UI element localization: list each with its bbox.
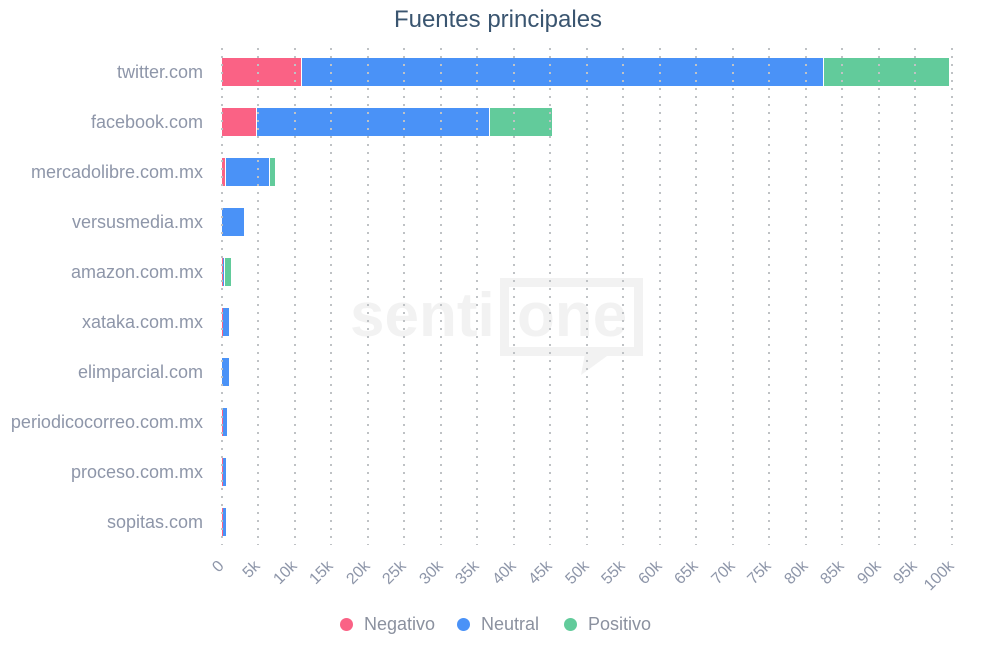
svg-text:senti: senti <box>350 281 495 350</box>
svg-text:one: one <box>517 281 627 350</box>
